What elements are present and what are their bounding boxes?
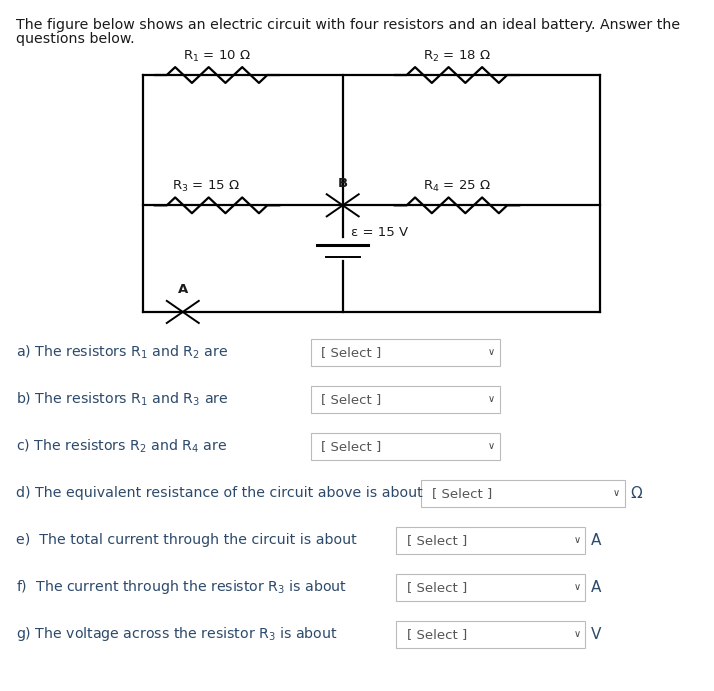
Text: The figure below shows an electric circuit with four resistors and an ideal batt: The figure below shows an electric circu… [16,18,680,32]
Text: Ω: Ω [630,486,642,501]
Text: B: B [338,176,348,189]
Text: ∨: ∨ [488,395,495,404]
Text: R$_2$ = 18 Ω: R$_2$ = 18 Ω [423,49,491,64]
Text: b) The resistors R$_1$ and R$_3$ are: b) The resistors R$_1$ and R$_3$ are [16,390,228,408]
Text: A: A [591,580,602,595]
Text: [ Select ]: [ Select ] [407,534,467,547]
Text: e)  The total current through the circuit is about: e) The total current through the circuit… [16,533,356,547]
Text: f)  The current through the resistor R$_3$ is about: f) The current through the resistor R$_3… [16,578,347,596]
Text: [ Select ]: [ Select ] [432,487,492,500]
Text: R$_3$ = 15 Ω: R$_3$ = 15 Ω [172,179,239,194]
Text: d) The equivalent resistance of the circuit above is about: d) The equivalent resistance of the circ… [16,486,423,500]
Text: A: A [178,283,188,296]
Text: c) The resistors R$_2$ and R$_4$ are: c) The resistors R$_2$ and R$_4$ are [16,437,227,455]
Text: [ Select ]: [ Select ] [407,628,467,641]
Text: a) The resistors R$_1$ and R$_2$ are: a) The resistors R$_1$ and R$_2$ are [16,343,228,361]
Text: g) The voltage across the resistor R$_3$ is about: g) The voltage across the resistor R$_3$… [16,625,338,643]
Text: ∨: ∨ [573,583,580,592]
Text: ε = 15 V: ε = 15 V [351,226,408,239]
Text: [ Select ]: [ Select ] [407,581,467,594]
Text: ∨: ∨ [573,630,580,639]
Text: R$_4$ = 25 Ω: R$_4$ = 25 Ω [423,179,491,194]
Text: A: A [591,533,602,548]
Text: [ Select ]: [ Select ] [321,393,381,406]
Text: [ Select ]: [ Select ] [321,346,381,359]
Text: questions below.: questions below. [16,32,134,46]
Text: [ Select ]: [ Select ] [321,440,381,453]
Text: ∨: ∨ [488,442,495,451]
Text: ∨: ∨ [613,489,620,498]
Text: V: V [591,627,602,642]
Text: ∨: ∨ [573,536,580,545]
Text: R$_1$ = 10 Ω: R$_1$ = 10 Ω [183,49,251,64]
Text: ∨: ∨ [488,348,495,357]
